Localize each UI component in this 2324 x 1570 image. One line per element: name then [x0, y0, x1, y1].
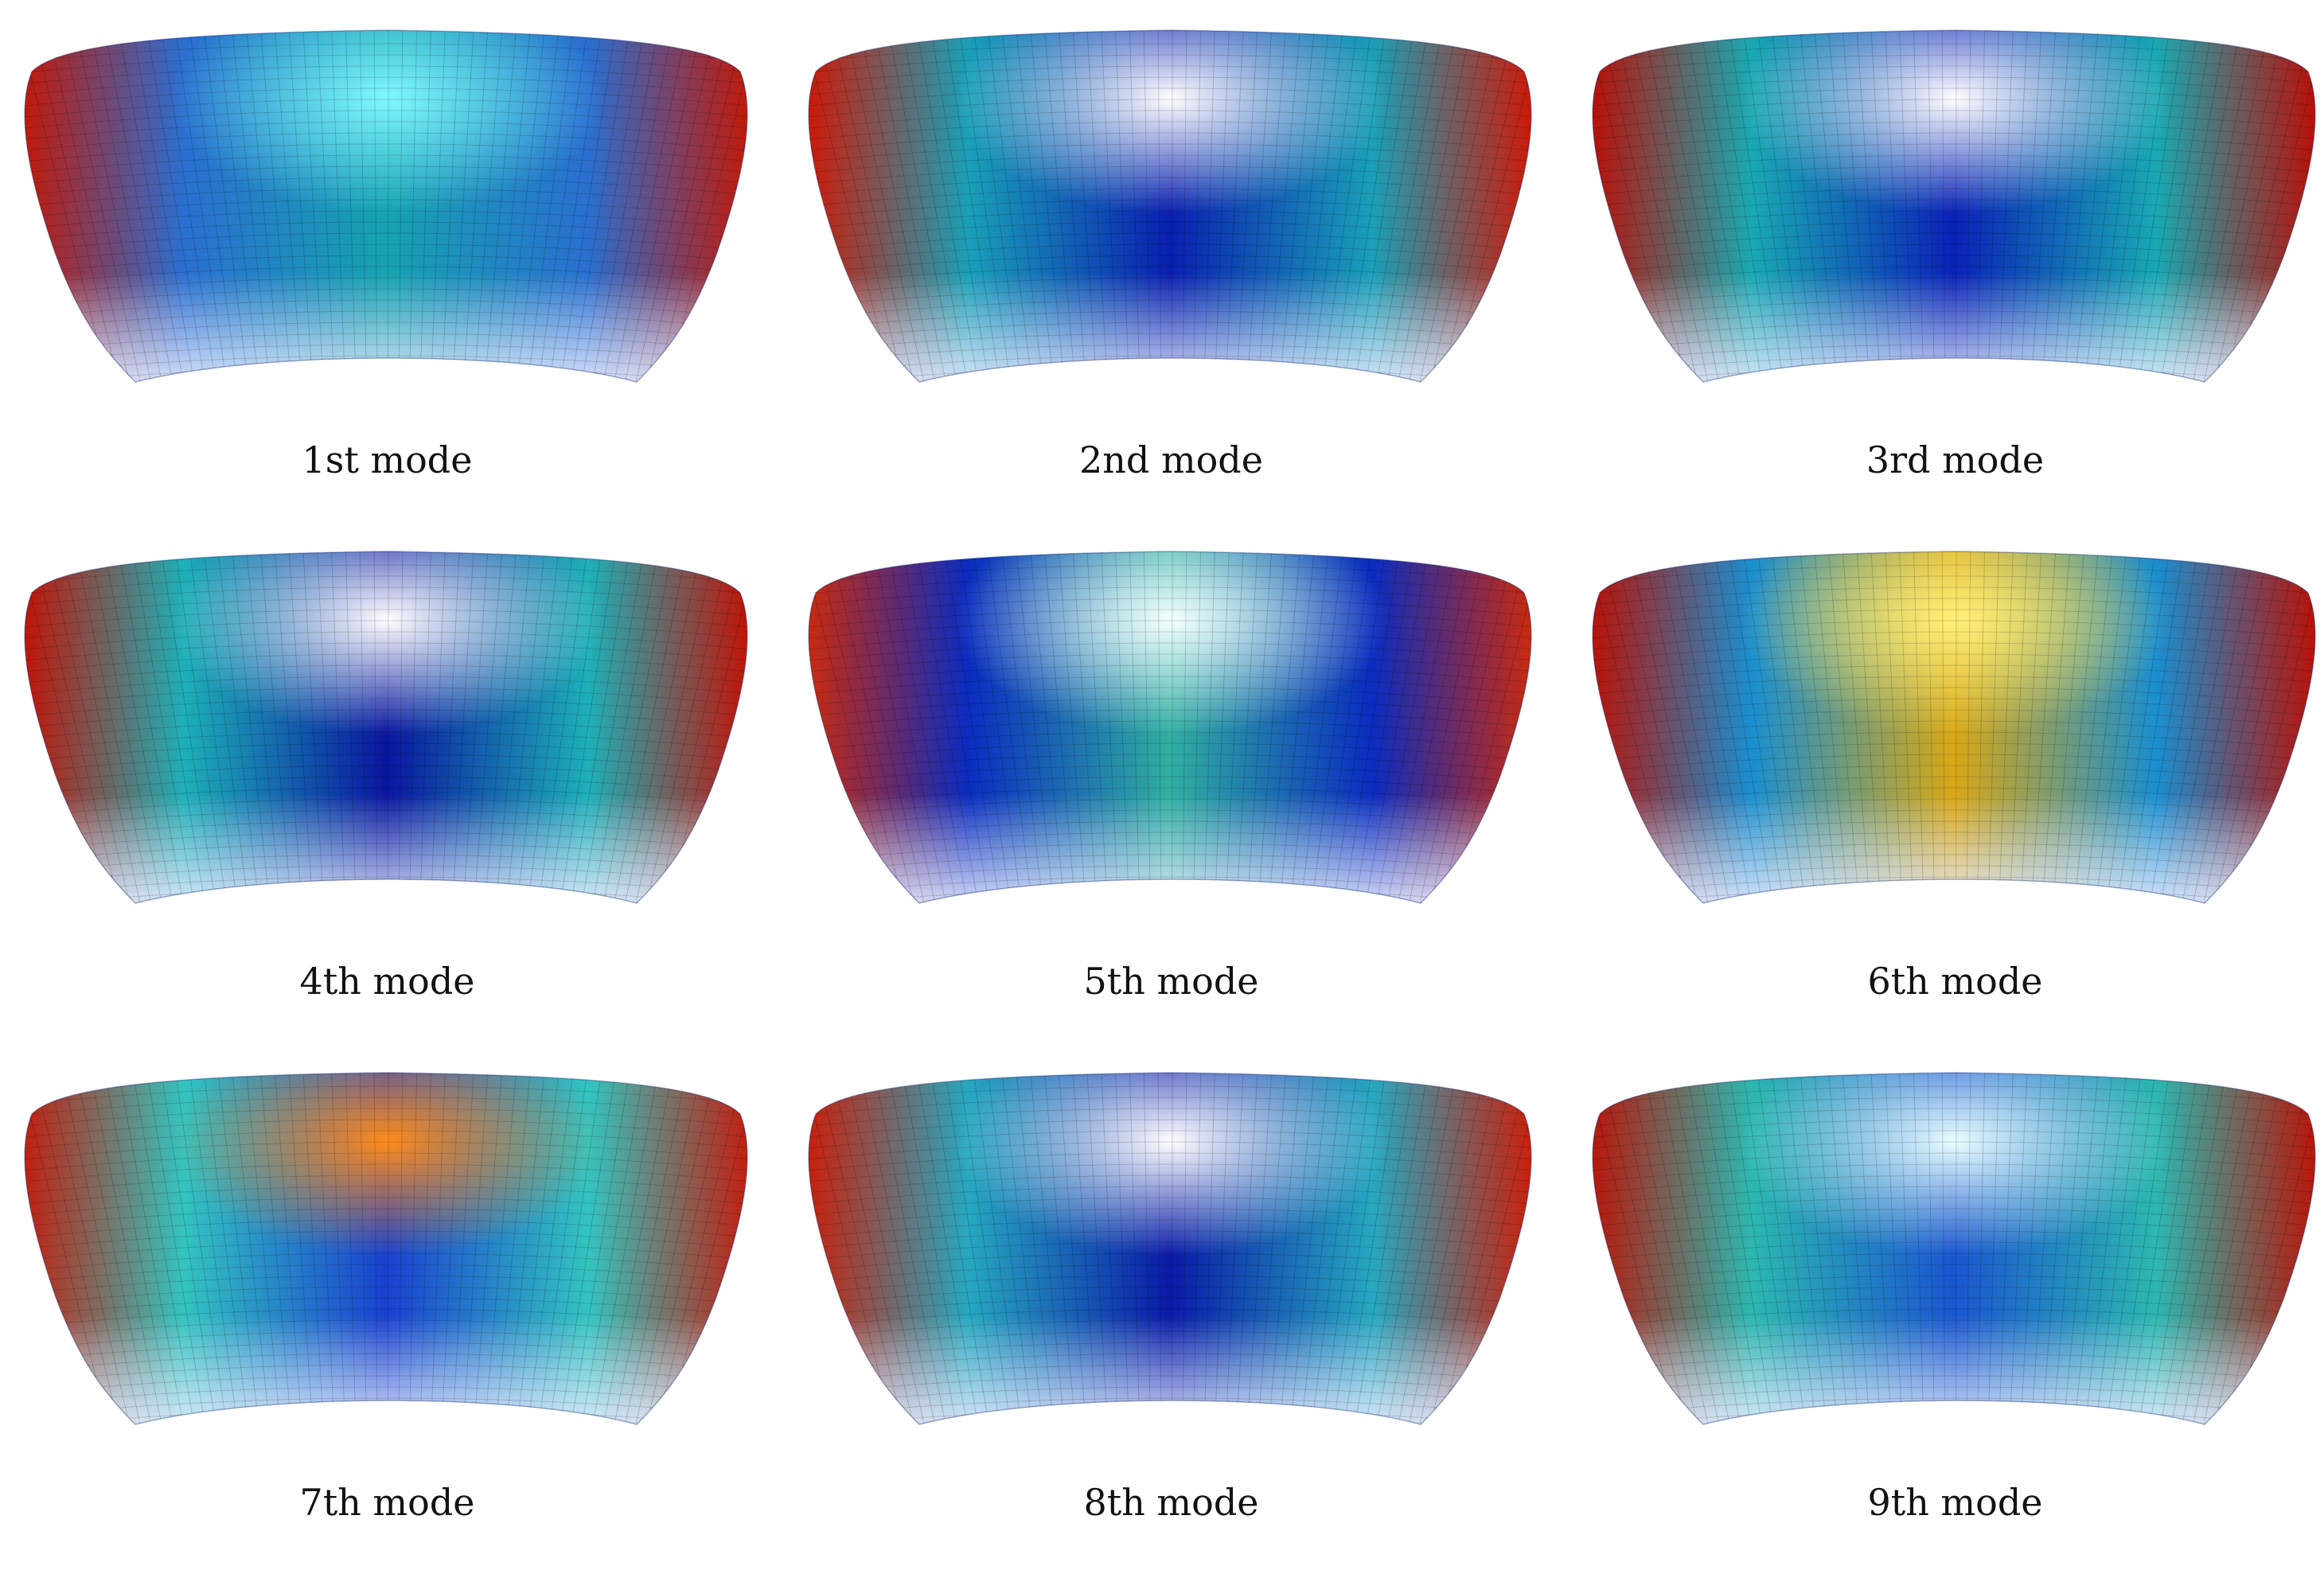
mode-caption: 8th mode [1083, 1481, 1259, 1524]
mode-shape-surface [1592, 1072, 2316, 1425]
mode-panel: 8th mode [784, 1058, 1558, 1570]
mode-shape-surface [24, 1072, 748, 1425]
mode-panel: 2nd mode [784, 16, 1558, 528]
mode-shape-surface [808, 1072, 1532, 1425]
mode-shape-surface [24, 29, 748, 383]
mode-caption: 5th mode [1083, 960, 1259, 1003]
mode-panel: 6th mode [1568, 537, 2324, 1049]
mode-caption: 2nd mode [1079, 438, 1263, 481]
mode-shape-surface [1592, 29, 2316, 383]
mode-shape-surface [808, 551, 1532, 904]
mode-caption: 1st mode [302, 438, 473, 481]
mode-caption: 9th mode [1867, 1481, 2043, 1524]
mode-shape-surface [808, 29, 1532, 383]
mode-panel: 9th mode [1568, 1058, 2324, 1570]
mode-panel: 4th mode [0, 537, 774, 1049]
mode-caption: 3rd mode [1866, 438, 2045, 481]
mode-panel: 7th mode [0, 1058, 774, 1570]
mode-caption: 4th mode [299, 960, 475, 1003]
mode-shape-surface [1592, 551, 2316, 904]
mode-caption: 7th mode [299, 1481, 475, 1524]
mode-panel: 1st mode [0, 16, 774, 528]
mode-caption: 6th mode [1867, 960, 2043, 1003]
mode-panel: 5th mode [784, 537, 1558, 1049]
mode-panel: 3rd mode [1568, 16, 2324, 528]
mode-shape-surface [24, 551, 748, 904]
mode-shapes-figure: 1st mode 2nd mode 3rd mode 4th mode 5th mode… [0, 16, 2324, 1524]
